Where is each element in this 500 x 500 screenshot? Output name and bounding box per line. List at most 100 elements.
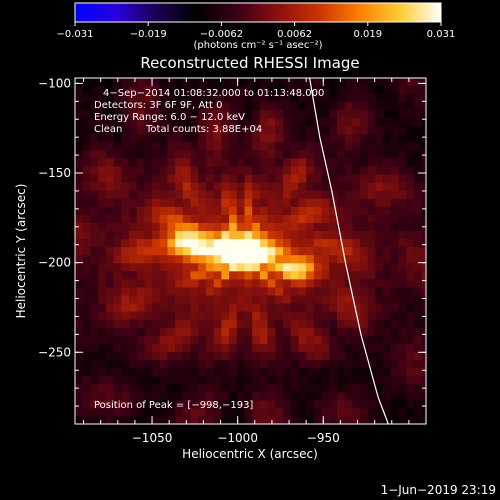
heatmap-cell	[198, 101, 207, 110]
heatmap-cell	[313, 367, 323, 377]
heatmap-cell	[298, 157, 307, 167]
heatmap-cell	[375, 359, 384, 369]
heatmap-cell	[321, 415, 330, 424]
heatmap-cell	[367, 181, 377, 191]
heatmap-cell	[82, 262, 92, 272]
heatmap-cell	[360, 109, 369, 119]
heatmap-cell	[159, 375, 169, 385]
heatmap-cell	[198, 254, 207, 264]
heatmap-cell	[383, 359, 392, 369]
colorbar-tick-label: −0.031	[56, 29, 93, 40]
heatmap-cell	[259, 319, 269, 328]
heatmap-cell	[198, 190, 207, 199]
heatmap-cell	[290, 230, 300, 240]
heatmap-cell	[414, 141, 423, 151]
heatmap-cell	[252, 214, 261, 223]
heatmap-cell	[398, 335, 407, 344]
heatmap-cell	[229, 311, 238, 320]
heatmap-cell	[313, 319, 323, 328]
heatmap-cell	[121, 125, 130, 135]
heatmap-cell	[244, 262, 253, 272]
heatmap-cell	[252, 173, 261, 183]
heatmap-cell	[414, 165, 423, 175]
heatmap-cell	[344, 407, 353, 417]
heatmap-cell	[275, 181, 284, 191]
heatmap-cell	[198, 311, 207, 320]
heatmap-cell	[198, 270, 207, 280]
heatmap-cell	[121, 286, 130, 296]
heatmap-cell	[406, 262, 415, 272]
heatmap-cell	[313, 327, 323, 336]
heatmap-cell	[221, 278, 230, 288]
heatmap-cell	[221, 125, 230, 135]
heatmap-cell	[398, 165, 407, 175]
heatmap-cell	[398, 109, 407, 119]
heatmap-cell	[198, 246, 207, 256]
heatmap-cell	[159, 351, 169, 361]
heatmap-cell	[344, 206, 353, 215]
heatmap-cell	[98, 270, 107, 280]
heatmap-cell	[175, 407, 184, 417]
heatmap-cell	[182, 399, 192, 409]
heatmap-cell	[383, 198, 392, 207]
heatmap-cell	[75, 206, 84, 215]
heatmap-cell	[259, 206, 269, 215]
heatmap-cell	[144, 278, 153, 288]
heatmap-cell	[414, 238, 423, 248]
heatmap-cell	[98, 278, 107, 288]
heatmap-cell	[128, 311, 138, 320]
heatmap-cell	[298, 335, 307, 344]
heatmap-cell	[375, 157, 384, 167]
heatmap-cell	[244, 222, 253, 231]
heatmap-cell	[75, 367, 84, 377]
heatmap-cell	[205, 85, 215, 94]
heatmap-cell	[221, 294, 230, 304]
heatmap-cell	[229, 383, 238, 393]
heatmap-cell	[375, 238, 384, 248]
heatmap-cell	[244, 238, 253, 248]
heatmap-cell	[221, 173, 230, 183]
heatmap-cell	[329, 367, 338, 377]
heatmap-cell	[252, 319, 261, 328]
heatmap-cell	[360, 359, 369, 369]
heatmap-cell	[152, 319, 161, 328]
heatmap-cell	[229, 351, 238, 361]
heatmap-cell	[414, 302, 423, 312]
heatmap-cell	[336, 270, 346, 280]
heatmap-cell	[190, 254, 199, 264]
colorbar-ticks: −0.031 −0.019 −0.0062 0.0062 0.019 0.031	[56, 22, 455, 40]
heatmap-cell	[306, 190, 315, 199]
heatmap-cell	[229, 125, 238, 135]
heatmap-cell	[167, 109, 176, 119]
heatmap-cell	[113, 101, 122, 110]
heatmap-cell	[344, 101, 353, 110]
heatmap-cell	[252, 181, 261, 191]
heatmap-cell	[336, 311, 346, 320]
heatmap-cell	[90, 319, 99, 328]
heatmap-cell	[306, 230, 315, 240]
heatmap-cell	[90, 286, 99, 296]
heatmap-cell	[336, 173, 346, 183]
heatmap-cell	[90, 383, 99, 393]
heatmap-cell	[190, 311, 199, 320]
heatmap-cell	[205, 198, 215, 207]
annotation-clean: Clean	[94, 124, 122, 135]
heatmap-cell	[128, 133, 138, 143]
heatmap-cell	[329, 157, 338, 167]
heatmap-cell	[190, 198, 199, 207]
heatmap-cell	[213, 335, 222, 344]
heatmap-cell	[321, 294, 330, 304]
heatmap-cell	[313, 351, 323, 361]
heatmap-cell	[159, 230, 169, 240]
heatmap-cell	[221, 222, 230, 231]
heatmap-cell	[190, 141, 199, 151]
heatmap-cell	[290, 117, 300, 127]
heatmap-cell	[113, 206, 122, 215]
heatmap-cell	[90, 157, 99, 167]
heatmap-cell	[298, 391, 307, 401]
heatmap-cell	[144, 391, 153, 401]
heatmap-cell	[198, 157, 207, 167]
heatmap-cell	[259, 302, 269, 312]
heatmap-cell	[344, 254, 353, 264]
heatmap-cell	[390, 343, 400, 352]
